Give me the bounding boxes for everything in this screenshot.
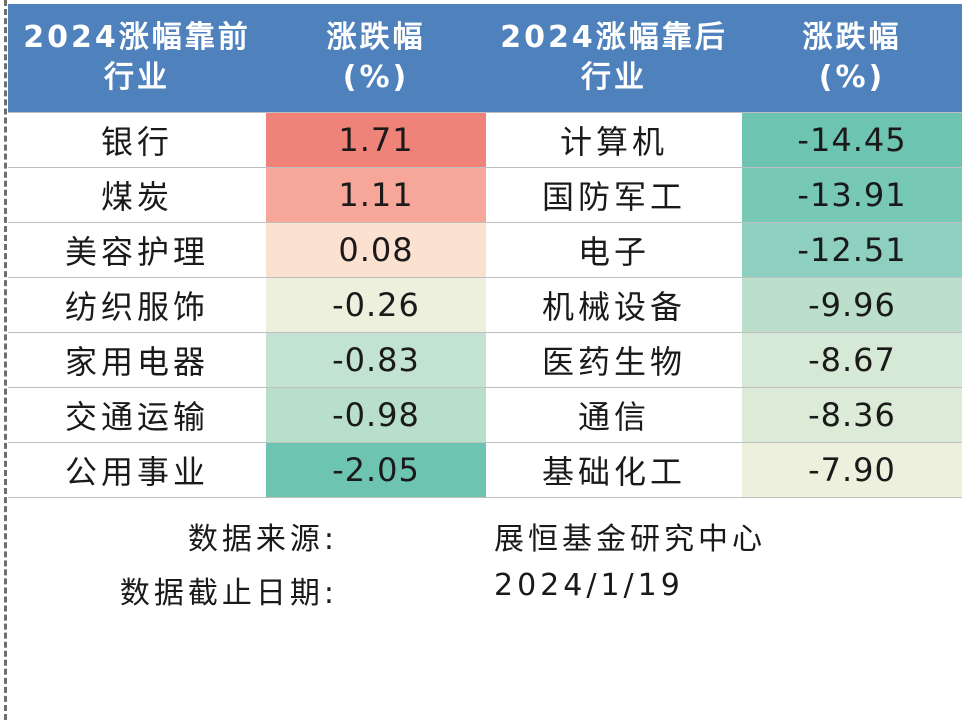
top-change-cell: -0.26 [266,277,486,333]
header-top-change-line1: 涨跌幅 [326,20,426,55]
bottom-industry-cell: 电子 [486,222,742,278]
top-industry-cell: 银行 [8,112,266,168]
table-row: 纺织服饰 -0.26 机械设备 -9.96 [8,277,962,333]
header-bottom-change-line1: 涨跌幅 [802,20,902,55]
header-bottom-change-line2: (%) [818,60,886,95]
top-industry-cell: 纺织服饰 [8,277,266,333]
bottom-industry-cell: 机械设备 [486,277,742,333]
bottom-industry-cell: 计算机 [486,112,742,168]
header-top-industry-line1: 2024涨幅靠前 [23,20,251,55]
bottom-industry-cell: 基础化工 [486,442,742,498]
header-row: 2024涨幅靠前 行业 涨跌幅 (%) 2024涨幅靠后 行业 涨跌幅 (%) [8,4,962,113]
header-bottom-industry-line1: 2024涨幅靠后 [500,20,728,55]
header-top-industry-line2: 行业 [104,60,170,95]
bottom-change-cell: -8.67 [742,332,962,388]
footer-source-value: 展恒基金研究中心 [494,522,766,557]
top-change-cell: 0.08 [266,222,486,278]
top-industry-cell: 交通运输 [8,387,266,443]
header-bottom-industry: 2024涨幅靠后 行业 [486,4,742,113]
header-bottom-industry-line2: 行业 [581,60,647,95]
table-row: 银行 1.71 计算机 -14.45 [8,112,962,168]
bottom-industry-cell: 医药生物 [486,332,742,388]
footer-source-label: 数据来源: [187,522,338,557]
bottom-change-cell: -13.91 [742,167,962,223]
top-change-cell: -0.83 [266,332,486,388]
bottom-change-cell: -9.96 [742,277,962,333]
footer-date-label: 数据截止日期: [119,576,338,611]
footer-date-value: 2024/1/19 [494,568,684,603]
table-row: 交通运输 -0.98 通信 -8.36 [8,387,962,443]
bottom-industry-cell: 国防军工 [486,167,742,223]
header-bottom-change: 涨跌幅 (%) [742,4,962,113]
bottom-change-cell: -7.90 [742,442,962,498]
header-top-industry: 2024涨幅靠前 行业 [8,4,266,113]
header-top-change-line2: (%) [342,60,410,95]
left-dashed-border [4,0,7,720]
table-row: 公用事业 -2.05 基础化工 -7.90 [8,442,962,498]
top-change-cell: 1.71 [266,112,486,168]
industry-performance-table: 2024涨幅靠前 行业 涨跌幅 (%) 2024涨幅靠后 行业 涨跌幅 (%) … [8,4,962,498]
bottom-industry-cell: 通信 [486,387,742,443]
top-change-cell: -0.98 [266,387,486,443]
bottom-change-cell: -8.36 [742,387,962,443]
top-change-cell: 1.11 [266,167,486,223]
top-industry-cell: 美容护理 [8,222,266,278]
top-industry-cell: 煤炭 [8,167,266,223]
bottom-change-cell: -12.51 [742,222,962,278]
table-row: 美容护理 0.08 电子 -12.51 [8,222,962,278]
table-row: 家用电器 -0.83 医药生物 -8.67 [8,332,962,388]
table-body: 银行 1.71 计算机 -14.45 煤炭 1.11 国防军工 -13.91 美容护理 0.08 电… [8,112,962,498]
top-industry-cell: 公用事业 [8,442,266,498]
top-industry-cell: 家用电器 [8,332,266,388]
bottom-change-cell: -14.45 [742,112,962,168]
top-change-cell: -2.05 [266,442,486,498]
table-row: 煤炭 1.11 国防军工 -13.91 [8,167,962,223]
header-top-change: 涨跌幅 (%) [266,4,486,113]
